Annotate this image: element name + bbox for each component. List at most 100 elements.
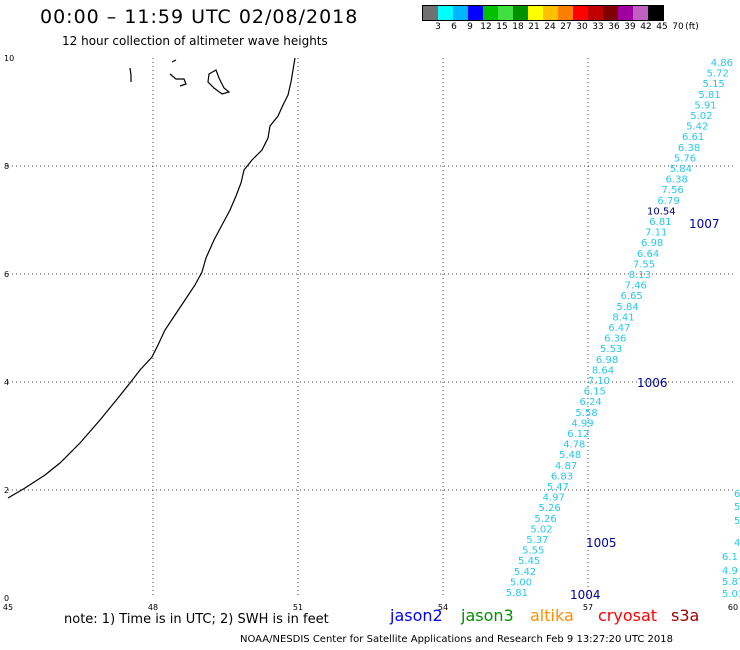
satellite-jason2: jason2 [390,606,443,625]
x-tick-label: 57 [583,603,593,612]
scale-label: 6 [451,22,457,32]
scale-swatch [528,6,543,20]
wave-height-color-scale: 3 6 9 12 15 18 21 24 27 30 33 36 39 42 45 70 (ft) [422,5,699,32]
scale-swatch [468,6,483,20]
satellite-altika: altika [530,606,574,625]
wave-height-value: 6.98 [596,355,618,366]
scale-swatch [498,6,513,20]
x-tick-label: 51 [293,603,303,612]
wave-height-value: 6.36 [604,334,626,345]
wave-height-value: 5.81 [698,90,720,101]
map-subtitle: 12 hour collection of altimeter wave hei… [62,34,328,48]
scale-label: (ft) [685,22,699,32]
wave-height-value: 4.99 [571,418,593,429]
wave-height-value: 7.46 [625,281,647,292]
wave-height-value-edge: 4.9 [722,566,738,577]
scale-label: 18 [512,22,524,32]
wave-height-value: 5.91 [694,100,716,111]
x-tick-label: 48 [148,603,158,612]
pressure-label: 1004 [570,588,601,602]
y-tick-label: 0 [4,594,9,603]
wave-height-value: 6.98 [641,238,663,249]
satellite-jason3: jason3 [461,606,514,625]
y-tick-label: 4 [4,378,9,387]
wave-height-value: 6.38 [666,175,688,186]
wave-height-value: 4.78 [563,440,585,451]
wave-height-track: 4.865.725.155.815.915.025.426.616.385.76… [506,58,733,599]
scale-label: 9 [467,22,473,32]
map-title: 00:00 – 11:59 UTC 02/08/2018 [40,6,359,28]
scale-swatch [543,6,558,20]
wave-height-value-edge: 6 [734,489,740,500]
pressure-labels: 1007 1006 1005 1004 [570,217,720,602]
scale-label: 45 [656,22,668,32]
wave-height-value: 5.37 [526,535,548,546]
wave-height-value: 5.26 [534,514,556,525]
wave-height-value: 5.42 [514,567,536,578]
grid-lines [8,58,733,598]
scale-label: 42 [640,22,652,32]
y-tick-label: 10 [4,54,14,63]
wave-height-value: 6.83 [551,471,573,482]
wave-height-value: 7.55 [633,259,655,270]
wave-height-value: 8.13 [629,270,651,281]
scale-label: 24 [544,22,556,32]
wave-height-value: 5.81 [506,588,528,599]
wave-height-value: 5.42 [686,122,708,133]
y-tick-label: 6 [4,270,9,279]
wave-height-value-edge: 5 [734,502,740,513]
scale-label: 33 [592,22,604,32]
wave-height-value: 6.15 [584,387,606,398]
wave-height-value: 5.00 [510,577,532,588]
footer-note: note: 1) Time is in UTC; 2) SWH is in fe… [64,612,329,627]
wave-height-value-edge: 4. [734,538,740,549]
pressure-label: 1007 [689,217,720,231]
wave-height-value: 5.48 [559,450,581,461]
wave-height-value: 4.86 [711,58,733,69]
wave-height-value-edge: 5.01 [722,589,740,600]
scale-label: 3 [435,22,441,32]
wave-height-value: 6.61 [682,132,704,143]
wave-height-value: 6.38 [678,143,700,154]
coastline [7,57,296,499]
wave-height-value: 7.11 [645,228,667,239]
wave-height-value: 6.47 [608,323,630,334]
wave-height-value: 6.64 [637,249,659,260]
wave-height-value: 5.84 [670,164,692,175]
scale-label: 30 [576,22,588,32]
satellite-cryosat: cryosat [598,606,658,625]
wave-height-track-edge: 6 5 5 4. 6.1 4.95.875.01 [722,489,740,600]
scale-swatch [483,6,498,20]
x-tick-label: 60 [728,603,738,612]
scale-swatch [453,6,468,20]
scale-swatch [648,6,663,20]
wave-height-value: 5.58 [575,408,597,419]
wave-height-value: 5.53 [600,344,622,355]
credit-line: NOAA/NESDIS Center for Satellite Applica… [240,634,673,645]
wave-height-value: 8.41 [612,312,634,323]
y-tick-label: 2 [4,486,9,495]
wave-height-value: 5.47 [547,482,569,493]
scale-swatch [588,6,603,20]
wave-height-value: 5.76 [674,153,696,164]
x-tick-label: 54 [438,603,448,612]
scale-swatch [573,6,588,20]
wave-height-value: 5.45 [518,556,540,567]
wave-height-value-edge: 6.1 [722,552,738,563]
wave-height-value: 5.84 [616,302,638,313]
wave-height-value: 5.55 [522,546,544,557]
wave-height-value: 5.15 [703,79,725,90]
wave-height-value-edge: 5 [734,516,740,527]
satellite-s3a: s3a [671,606,700,625]
color-swatches [422,5,664,21]
scale-swatch [603,6,618,20]
scale-swatch [513,6,528,20]
pressure-label: 1005 [586,536,617,550]
pressure-label: 1006 [637,376,668,390]
scale-swatch [438,6,453,20]
scale-labels: 3 6 9 12 15 18 21 24 27 30 33 36 39 42 45 70 (ft) [422,22,740,36]
wave-height-value: 7.56 [662,185,684,196]
scale-label: 36 [608,22,620,32]
wave-height-value: 8.64 [592,365,614,376]
